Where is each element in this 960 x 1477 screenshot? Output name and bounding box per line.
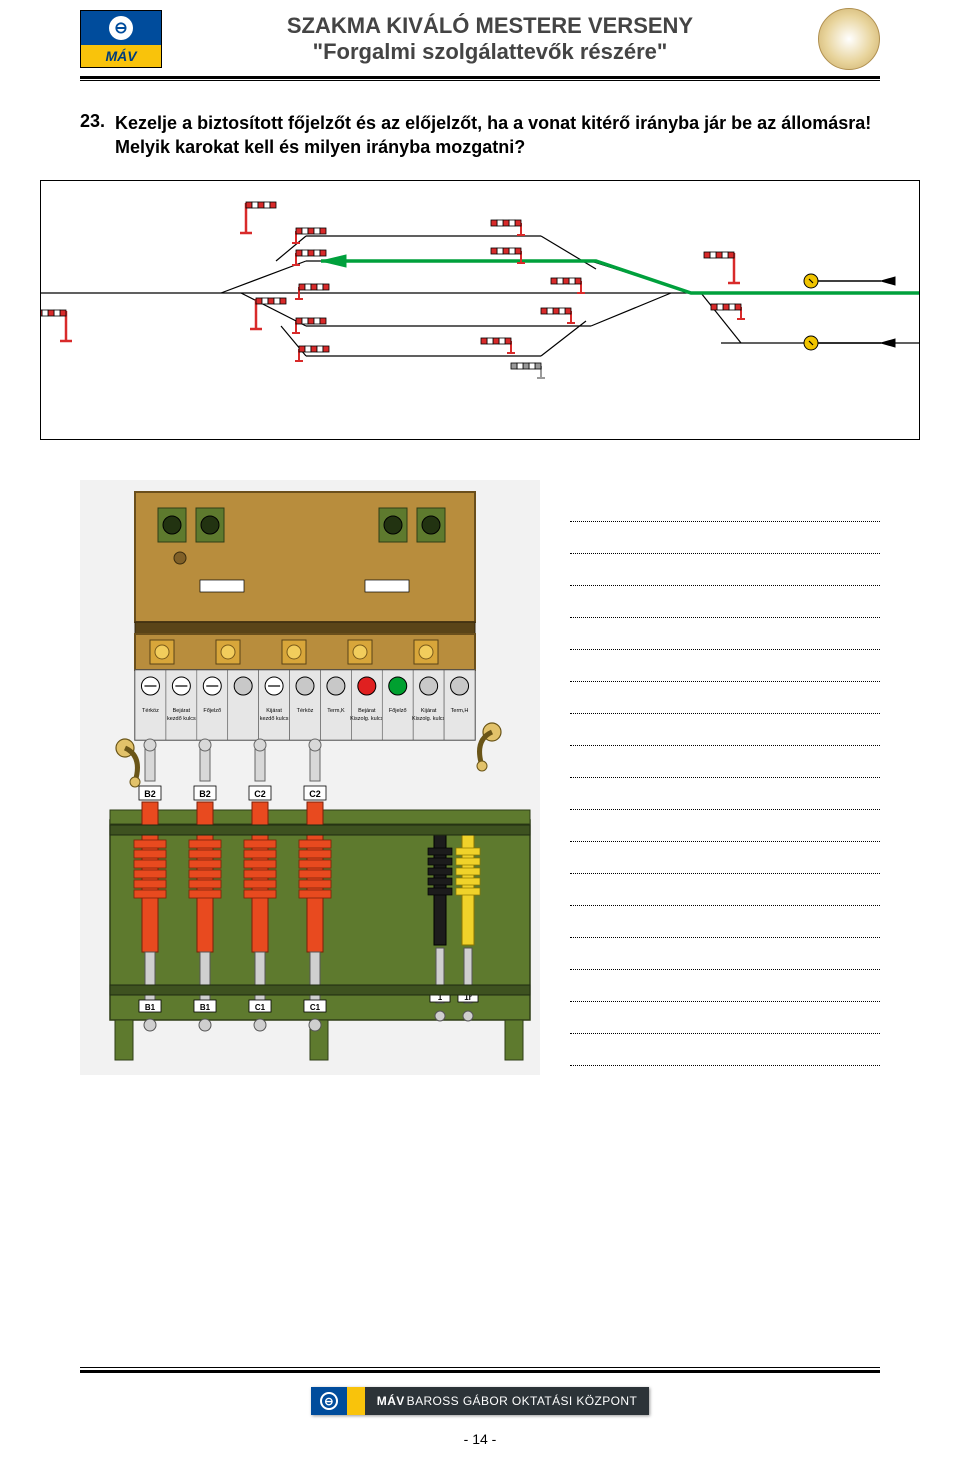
footer-rule-thin [80,1367,880,1368]
svg-text:C1: C1 [310,1003,321,1012]
svg-text:Kijárat: Kijárat [421,708,437,714]
track-diagram-svg [41,181,919,439]
content-row: Térköz Bejárat kezdő kulcs Főjelző Kijárat ke… [80,480,880,1075]
header-rule-thick [80,76,880,79]
answer-line [570,810,880,842]
page-number: - 14 - [80,1431,880,1447]
answer-line [570,874,880,906]
question-number: 23. [80,111,105,160]
svg-text:C2: C2 [254,789,266,799]
answer-line [570,906,880,938]
svg-text:Kijárat: Kijárat [266,708,282,714]
title-line-2: "Forgalmi szolgálattevők részére" [162,39,818,65]
svg-text:Térköz: Térköz [297,708,314,714]
answer-line [570,554,880,586]
footer-thin: BAROSS GÁBOR OKTATÁSI KÖZPONT [407,1394,638,1408]
svg-text:B1: B1 [200,1003,211,1012]
answer-line [570,650,880,682]
answer-line [570,522,880,554]
answer-line [570,842,880,874]
header-row: ⊖ MÁV SZAKMA KIVÁLÓ MESTERE VERSENY "For… [80,8,880,70]
svg-text:B1: B1 [145,1003,156,1012]
title-block: SZAKMA KIVÁLÓ MESTERE VERSENY "Forgalmi … [162,13,818,65]
answer-line [570,682,880,714]
logo-circle-icon: ⊖ [109,16,133,40]
badge-icon [818,8,880,70]
footer-logo-yellow [347,1387,365,1415]
answer-line [570,490,880,522]
answer-line [570,1002,880,1034]
page-footer: ⊖ MÁV BAROSS GÁBOR OKTATÁSI KÖZPONT - 14… [80,1367,880,1447]
track-diagram-frame [40,180,920,440]
footer-bold: MÁV [377,1394,405,1408]
question-block: 23. Kezelje a biztosított főjelzőt és az… [0,81,960,170]
svg-text:B2: B2 [144,789,156,799]
svg-text:Kiszolg. kulcs: Kiszolg. kulcs [350,716,384,722]
svg-text:Bejárat: Bejárat [358,708,376,714]
svg-text:B2: B2 [199,789,211,799]
footer-rule-thick [80,1370,880,1373]
answer-line [570,618,880,650]
answer-line [570,746,880,778]
footer-logo-circle-icon: ⊖ [320,1392,338,1410]
interlocking-machine: Térköz Bejárat kezdő kulcs Főjelző Kijárat ke… [80,480,540,1075]
svg-text:C2: C2 [309,789,321,799]
answer-line [570,586,880,618]
footer-logo: ⊖ MÁV BAROSS GÁBOR OKTATÁSI KÖZPONT [311,1387,649,1415]
svg-text:Term,H: Term,H [451,708,469,714]
svg-text:Főjelző: Főjelző [389,708,407,714]
svg-text:kezdő kulcs: kezdő kulcs [260,716,289,722]
question-text: Kezelje a biztosított főjelzőt és az elő… [115,111,880,160]
svg-text:kezdő kulcs: kezdő kulcs [167,716,196,722]
answer-line [570,778,880,810]
logo-blue: ⊖ [81,11,161,45]
svg-text:C1: C1 [255,1003,266,1012]
machine-svg: Térköz Bejárat kezdő kulcs Főjelző Kijárat ke… [80,480,540,1075]
answer-line [570,970,880,1002]
title-line-1: SZAKMA KIVÁLÓ MESTERE VERSENY [162,13,818,39]
page-header: ⊖ MÁV SZAKMA KIVÁLÓ MESTERE VERSENY "For… [0,0,960,70]
svg-text:Térköz: Térköz [142,708,159,714]
svg-text:Kiszolg. kulcs: Kiszolg. kulcs [412,716,446,722]
footer-logo-text: MÁV BAROSS GÁBOR OKTATÁSI KÖZPONT [365,1387,649,1415]
answer-lines [570,480,880,1075]
answer-line [570,1034,880,1066]
svg-text:Term,K: Term,K [327,708,345,714]
answer-line [570,714,880,746]
svg-text:Főjelző: Főjelző [203,708,221,714]
footer-logo-blue: ⊖ [311,1387,347,1415]
answer-line [570,938,880,970]
svg-text:Bejárat: Bejárat [173,708,191,714]
logo-yellow-text: MÁV [81,45,161,67]
mav-logo: ⊖ MÁV [80,10,162,68]
